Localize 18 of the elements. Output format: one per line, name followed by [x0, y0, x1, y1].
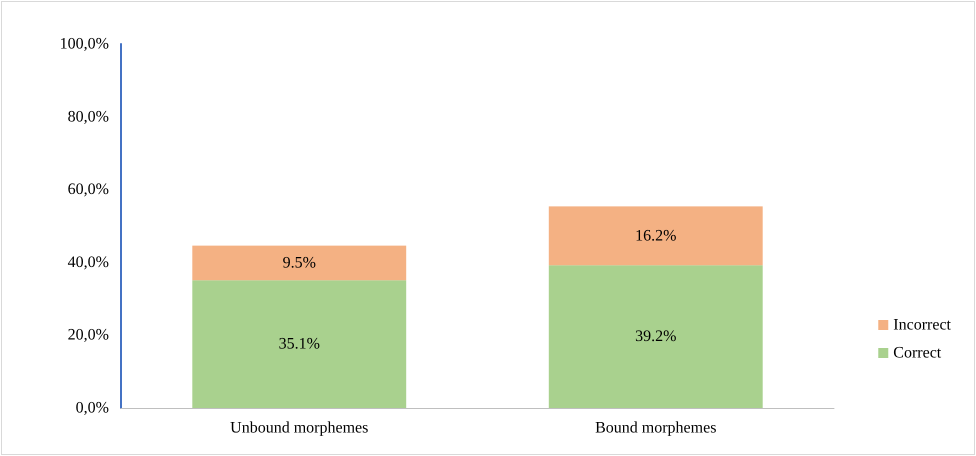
data-label: 16.2% — [635, 227, 676, 244]
y-tick-label: 100,0% — [60, 36, 109, 52]
data-label: 39.2% — [635, 328, 676, 346]
y-tick-label: 60,0% — [68, 181, 109, 198]
bar — [192, 280, 406, 408]
data-label: 9.5% — [282, 254, 316, 272]
bar — [548, 265, 763, 408]
y-tick-label: 80,0% — [68, 108, 109, 126]
y-tick-label: 20,0% — [68, 326, 109, 344]
x-tick-label: Bound morphemes — [595, 420, 716, 436]
y-tick-label: 0,0% — [76, 400, 109, 416]
data-label: 35.1% — [278, 336, 320, 353]
x-tick-label: Unbound morphemes — [230, 420, 368, 436]
legend-label: Correct — [893, 344, 942, 362]
bar — [192, 246, 406, 280]
legend-label: Incorrect — [893, 316, 952, 334]
y-tick-label: 40,0% — [68, 254, 109, 271]
bar — [548, 206, 763, 266]
